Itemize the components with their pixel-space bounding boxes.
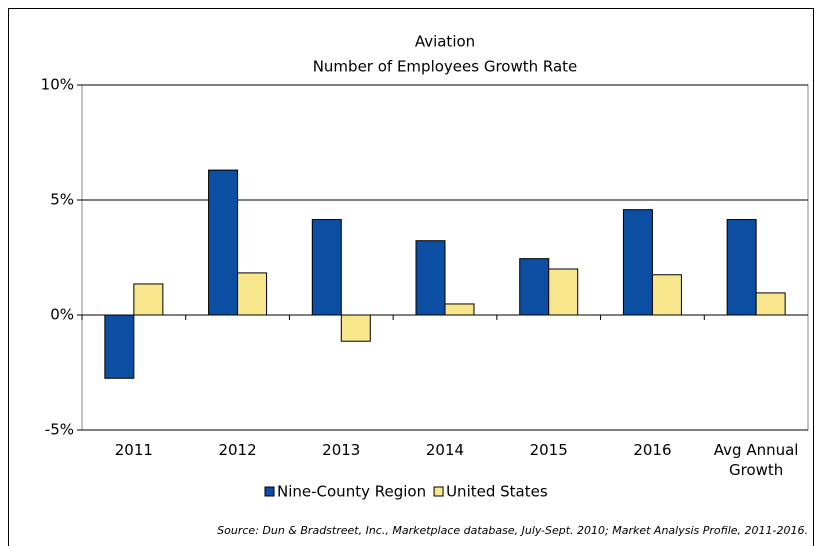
bar bbox=[237, 272, 268, 316]
legend-label: United States bbox=[446, 483, 548, 501]
x-tick-label: 2011 bbox=[114, 441, 153, 459]
bar bbox=[726, 219, 757, 316]
x-tick-label: 2014 bbox=[425, 441, 465, 459]
legend-label: Nine-County Region bbox=[277, 483, 426, 501]
bar bbox=[311, 219, 342, 316]
bar bbox=[133, 283, 164, 316]
bar bbox=[519, 258, 550, 316]
chart-title: Aviation bbox=[415, 33, 475, 51]
chart-subtitle: Number of Employees Growth Rate bbox=[313, 58, 578, 76]
legend-swatch bbox=[433, 486, 444, 497]
legend-swatch bbox=[264, 486, 275, 497]
bar bbox=[415, 240, 446, 316]
source-note: Source: Dun & Bradstreet, Inc., Marketpl… bbox=[217, 524, 808, 537]
bar bbox=[208, 169, 239, 316]
x-tick-label: 2013 bbox=[322, 441, 361, 459]
bar bbox=[651, 274, 682, 316]
bar bbox=[340, 314, 371, 342]
bar bbox=[104, 314, 135, 379]
bar bbox=[755, 292, 786, 316]
outer-border bbox=[8, 8, 814, 546]
y-tick-label: -5% bbox=[45, 421, 74, 439]
x-tick-label: Avg Annual Growth bbox=[713, 441, 799, 479]
y-tick-label: 5% bbox=[50, 191, 74, 209]
bar bbox=[444, 303, 475, 316]
x-tick-label: 2016 bbox=[633, 441, 672, 459]
x-tick-label: 2015 bbox=[529, 441, 568, 459]
bar bbox=[548, 268, 579, 316]
y-tick-label: 0% bbox=[50, 306, 74, 324]
y-tick-label: 10% bbox=[41, 76, 74, 94]
x-tick-label: 2012 bbox=[218, 441, 257, 459]
bar bbox=[622, 209, 653, 316]
